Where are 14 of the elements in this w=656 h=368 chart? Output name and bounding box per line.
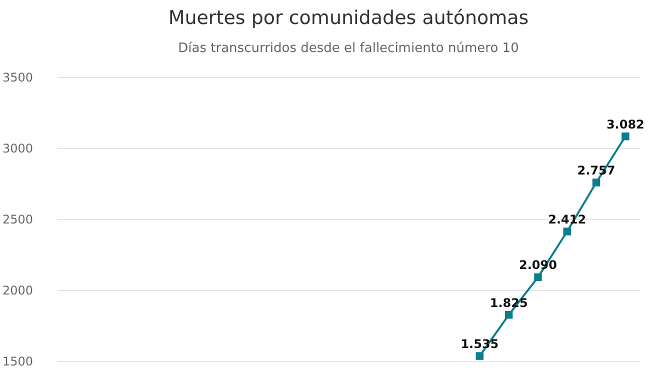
data-label: 3.082 bbox=[606, 117, 644, 132]
point bbox=[476, 352, 484, 360]
y-tick-label: 2000 bbox=[2, 284, 34, 298]
y-tick-label: 2500 bbox=[2, 212, 34, 226]
y-tick-label: 3000 bbox=[2, 142, 34, 156]
point bbox=[592, 178, 600, 186]
point bbox=[563, 228, 571, 236]
chart-title: Muertes por comunidades autónomas bbox=[168, 7, 529, 29]
point bbox=[504, 310, 513, 319]
chart-subtitle: Días transcurridos desde el fallecimiento número 10 bbox=[178, 41, 519, 56]
point bbox=[534, 273, 542, 282]
y-tick-label: 1500 bbox=[2, 354, 34, 368]
point bbox=[622, 132, 630, 140]
y-tick-label: 3500 bbox=[2, 70, 34, 84]
